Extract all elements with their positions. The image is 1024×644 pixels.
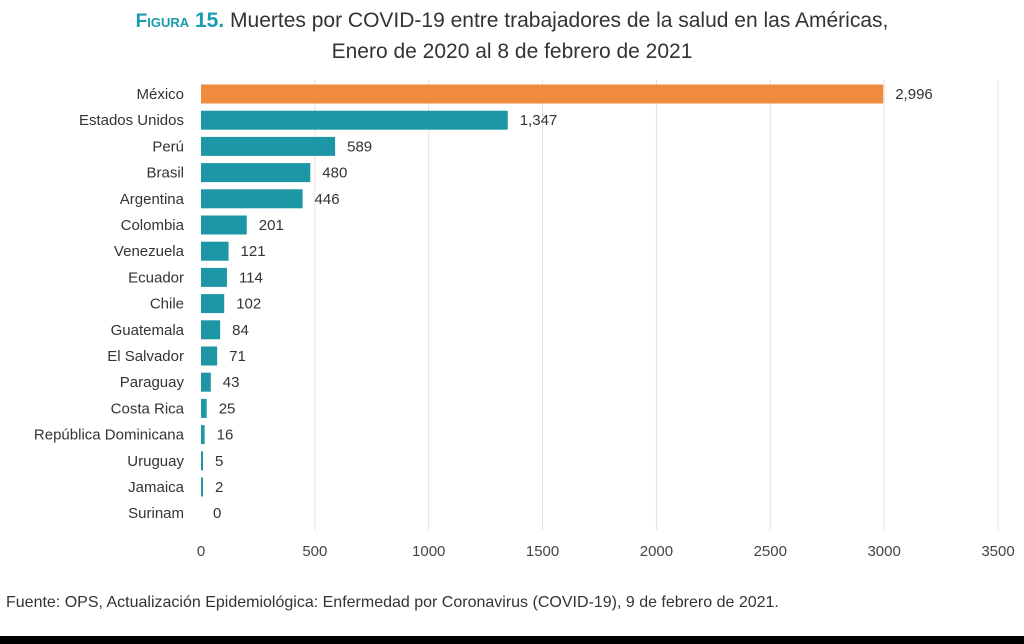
- value-label: 121: [241, 243, 266, 260]
- category-label: Jamaica: [128, 479, 185, 496]
- x-tick-label: 1500: [526, 543, 559, 560]
- bar: [201, 451, 203, 471]
- category-label: Ecuador: [128, 269, 184, 286]
- bar: [201, 110, 508, 130]
- value-label: 84: [232, 322, 249, 339]
- x-tick-label: 3000: [867, 543, 900, 560]
- bar: [201, 189, 303, 209]
- category-label: República Dominicana: [34, 427, 185, 444]
- x-tick-label: 2000: [640, 543, 673, 560]
- bottom-border: [0, 636, 1024, 644]
- bar: [201, 136, 336, 156]
- value-label: 2: [215, 479, 223, 496]
- x-tick-labels: 0 500 1000 1500 2000 2500 3000 3500: [197, 543, 1015, 560]
- category-label: Surinam: [128, 505, 184, 522]
- value-label: 16: [217, 427, 234, 444]
- category-labels: México Estados Unidos Perú Brasil Argentina C…: [34, 86, 185, 522]
- value-label: 589: [347, 138, 372, 155]
- category-label: Brasil: [146, 165, 184, 182]
- category-label: Venezuela: [114, 243, 185, 260]
- category-label: México: [136, 86, 184, 103]
- bar-chart: México Estados Unidos Perú Brasil Argentina C…: [34, 80, 1015, 560]
- bar: [201, 477, 203, 497]
- figure-label: Figura: [135, 11, 190, 32]
- category-label: El Salvador: [107, 348, 184, 365]
- bar: [201, 163, 311, 183]
- value-label: 25: [219, 400, 236, 417]
- value-label: 0: [213, 505, 221, 522]
- bar: [201, 320, 221, 340]
- category-label: Chile: [150, 296, 184, 313]
- value-label: 1,347: [520, 112, 558, 129]
- value-label: 5: [215, 453, 223, 470]
- x-tick-label: 3500: [981, 543, 1014, 560]
- figure-title: Figura 15. Muertes por COVID-19 entre tr…: [0, 6, 1024, 67]
- category-label: Colombia: [121, 217, 185, 234]
- category-label: Uruguay: [127, 453, 184, 470]
- x-tick-label: 0: [197, 543, 205, 560]
- x-tick-label: 1000: [412, 543, 445, 560]
- value-label: 480: [322, 165, 347, 182]
- title-line-1: Figura 15. Muertes por COVID-19 entre tr…: [0, 6, 1024, 37]
- bar: [201, 241, 229, 261]
- bars: [201, 84, 884, 497]
- bar: [201, 84, 884, 104]
- x-tick-label: 2500: [754, 543, 787, 560]
- value-label: 201: [259, 217, 284, 234]
- bar: [201, 398, 207, 418]
- category-label: Costa Rica: [111, 400, 185, 417]
- category-label: Guatemala: [111, 322, 185, 339]
- category-label: Estados Unidos: [79, 112, 184, 129]
- category-label: Paraguay: [120, 374, 185, 391]
- value-label: 102: [236, 296, 261, 313]
- bar: [201, 215, 247, 235]
- value-label: 43: [223, 374, 240, 391]
- value-labels: 2,9961,347589480446201121114102847143251…: [213, 86, 933, 522]
- grid-lines: [314, 80, 999, 530]
- source-note: Fuente: OPS, Actualización Epidemiológic…: [6, 594, 779, 611]
- title-line-2: Enero de 2020 al 8 de febrero de 2021: [331, 40, 693, 63]
- bar: [201, 425, 205, 445]
- title-text: Muertes por COVID-19 entre trabajadores …: [230, 9, 889, 32]
- value-label: 114: [239, 269, 263, 286]
- bar: [201, 346, 218, 366]
- value-label: 71: [229, 348, 246, 365]
- value-label: 2,996: [895, 86, 933, 103]
- bar: [201, 294, 225, 314]
- bar: [201, 372, 211, 392]
- x-tick-label: 500: [302, 543, 327, 560]
- figure-number: 15.: [194, 9, 225, 32]
- category-label: Argentina: [120, 191, 185, 208]
- category-label: Perú: [152, 138, 184, 155]
- bar: [201, 267, 227, 287]
- value-label: 446: [315, 191, 340, 208]
